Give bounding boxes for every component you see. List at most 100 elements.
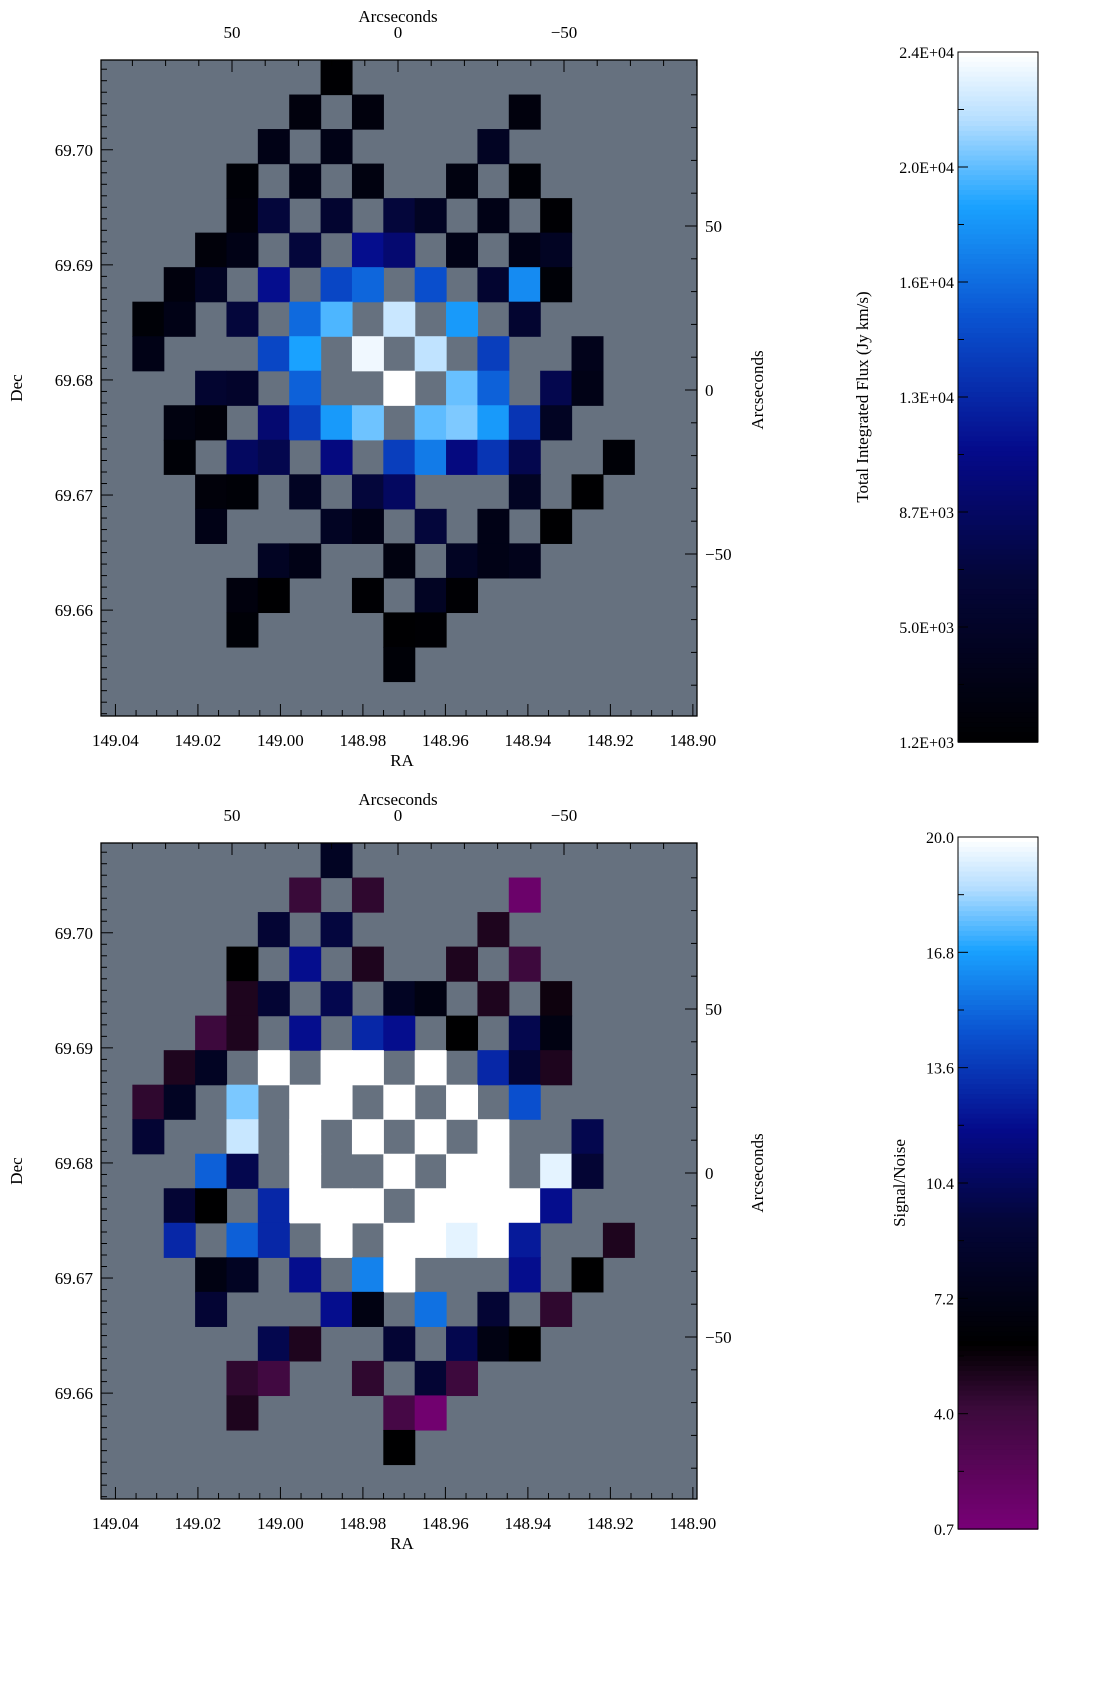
colorbar-band bbox=[958, 1084, 1038, 1090]
colorbar-band bbox=[958, 1034, 1038, 1041]
colorbar-tick-label: 16.8 bbox=[926, 945, 954, 962]
heatmap-cell bbox=[383, 198, 416, 234]
top-axis-label: Arcseconds bbox=[358, 7, 437, 26]
x-tick-label: 148.94 bbox=[505, 731, 552, 750]
heatmap-cell bbox=[540, 1291, 573, 1327]
heatmap-cell bbox=[195, 1153, 228, 1189]
colorbar-band bbox=[958, 653, 1038, 660]
colorbar-tick-label: 4.0 bbox=[934, 1407, 954, 1424]
colorbar-band bbox=[958, 1336, 1038, 1342]
colorbar-band bbox=[958, 1296, 1038, 1303]
heatmap-cell bbox=[226, 163, 259, 199]
colorbar-band bbox=[958, 1212, 1038, 1219]
colorbar-band bbox=[958, 1059, 1038, 1066]
colorbar-band bbox=[958, 180, 1038, 186]
colorbar-band bbox=[958, 717, 1038, 724]
colorbar-band bbox=[958, 950, 1038, 957]
x-tick-label: 149.00 bbox=[257, 731, 304, 750]
heatmap-cell bbox=[351, 267, 384, 303]
heatmap-cell bbox=[257, 1188, 290, 1224]
heatmap-cell bbox=[289, 1188, 322, 1224]
colorbar-band bbox=[958, 1113, 1038, 1120]
heatmap-cell bbox=[477, 198, 510, 234]
right-tick-label: −50 bbox=[705, 545, 732, 564]
colorbar-band bbox=[958, 584, 1038, 591]
colorbar-band bbox=[958, 559, 1038, 566]
colorbar-band bbox=[958, 71, 1038, 78]
colorbar-band bbox=[958, 116, 1038, 122]
heatmap-cell bbox=[289, 1119, 322, 1155]
colorbar-band bbox=[958, 1187, 1038, 1194]
heatmap-cell bbox=[508, 877, 541, 913]
heatmap-cell bbox=[508, 267, 541, 303]
heatmap-cell bbox=[257, 543, 290, 579]
colorbar-band bbox=[958, 837, 1038, 843]
colorbar-band bbox=[958, 970, 1038, 977]
colorbar-band bbox=[958, 466, 1038, 472]
colorbar: 2.4E+04 2.0E+04 1.6E+04 1.3E+04 8.7E+03 5.0E+… bbox=[853, 45, 1039, 752]
colorbar-band bbox=[958, 1449, 1038, 1456]
colorbar-band bbox=[958, 263, 1038, 270]
heatmap-cell bbox=[289, 1326, 322, 1362]
colorbar-band bbox=[958, 1168, 1038, 1174]
colorbar-label: Total Integrated Flux (Jy km/s) bbox=[853, 291, 872, 502]
colorbar-band bbox=[958, 866, 1038, 873]
colorbar-band bbox=[958, 421, 1038, 428]
colorbar-band bbox=[958, 1405, 1038, 1412]
top-tick-label: 50 bbox=[224, 23, 241, 42]
colorbar-band bbox=[958, 673, 1038, 679]
colorbar-band bbox=[958, 475, 1038, 482]
heatmap-cell bbox=[289, 94, 322, 130]
heatmap-cell bbox=[351, 1360, 384, 1397]
heatmap-cell bbox=[383, 1429, 416, 1466]
heatmap-cell bbox=[414, 336, 447, 372]
colorbar-band bbox=[958, 1237, 1038, 1244]
colorbar-band bbox=[958, 1074, 1038, 1080]
colorbar-band bbox=[958, 995, 1038, 1001]
colorbar-band bbox=[958, 239, 1038, 246]
y-tick-label: 69.69 bbox=[55, 256, 93, 275]
heatmap-cell bbox=[508, 1188, 541, 1224]
heatmap-cell bbox=[383, 1015, 416, 1051]
colorbar-band bbox=[958, 91, 1038, 98]
heatmap-cell bbox=[383, 1222, 416, 1258]
colorbar-band bbox=[958, 846, 1038, 853]
colorbar-band bbox=[958, 604, 1038, 610]
colorbar-band bbox=[958, 1133, 1038, 1140]
colorbar-band bbox=[958, 446, 1038, 453]
heatmap-cell bbox=[226, 439, 259, 475]
colorbar-band bbox=[958, 1341, 1038, 1347]
colorbar-tick-label: 5.0E+03 bbox=[899, 620, 954, 637]
colorbar-band bbox=[958, 1143, 1038, 1150]
colorbar-tick-label: 1.3E+04 bbox=[899, 390, 954, 407]
heatmap-cell bbox=[226, 612, 259, 648]
heatmap-cell bbox=[508, 163, 541, 199]
colorbar-band bbox=[958, 732, 1038, 738]
colorbar-band bbox=[958, 1138, 1038, 1145]
colorbar-band bbox=[958, 1499, 1038, 1506]
heatmap-cell bbox=[320, 981, 353, 1017]
colorbar-band bbox=[958, 1267, 1038, 1273]
heatmap-cell bbox=[414, 508, 447, 544]
colorbar-band bbox=[958, 901, 1038, 907]
colorbar-band bbox=[958, 876, 1038, 883]
colorbar-band bbox=[958, 61, 1038, 68]
y-axis-label: Dec bbox=[7, 374, 26, 402]
colorbar-band bbox=[958, 628, 1038, 635]
colorbar-band bbox=[958, 1153, 1038, 1160]
heatmap-cell bbox=[446, 301, 479, 337]
colorbar-band bbox=[958, 278, 1038, 285]
heatmap-cell bbox=[351, 1188, 384, 1224]
colorbar-band bbox=[958, 283, 1038, 290]
colorbar-band bbox=[958, 342, 1038, 349]
heatmap-cell bbox=[383, 474, 416, 510]
x-tick-label: 148.92 bbox=[587, 1514, 634, 1533]
heatmap-cell bbox=[446, 439, 479, 475]
colorbar-band bbox=[958, 851, 1038, 858]
colorbar-band bbox=[958, 357, 1038, 364]
heatmap-cell bbox=[226, 577, 259, 614]
heatmap-cell bbox=[163, 267, 196, 303]
heatmap-cell bbox=[257, 912, 290, 948]
heatmap-cell bbox=[351, 232, 384, 268]
colorbar-band bbox=[958, 500, 1038, 507]
